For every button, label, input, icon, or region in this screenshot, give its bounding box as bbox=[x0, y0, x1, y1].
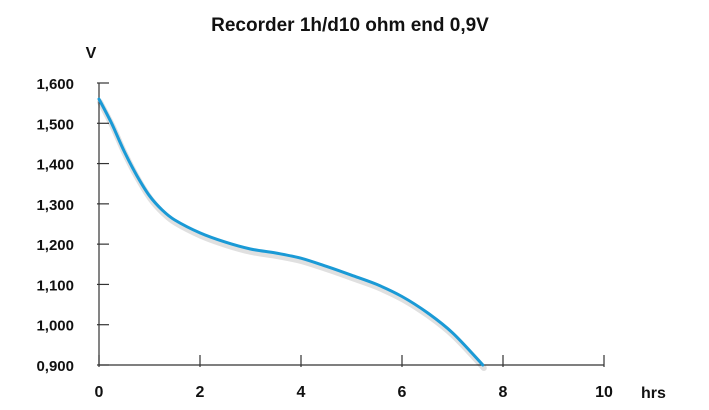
data-point bbox=[481, 364, 484, 367]
data-point bbox=[199, 231, 202, 234]
data-point bbox=[110, 122, 113, 125]
series-group bbox=[97, 97, 487, 371]
data-point bbox=[274, 252, 277, 255]
y-axis-label: V bbox=[86, 45, 97, 62]
y-tick-label: 1,500 bbox=[36, 116, 74, 133]
data-point bbox=[123, 150, 126, 153]
y-tick-label: 1,200 bbox=[36, 237, 74, 254]
y-tick-label: 0,900 bbox=[36, 358, 74, 375]
y-tick-label: 1,600 bbox=[36, 76, 74, 93]
y-tick-label: 1,300 bbox=[36, 197, 74, 214]
data-point bbox=[148, 194, 151, 197]
data-point bbox=[451, 331, 454, 334]
x-tick-label: 0 bbox=[95, 384, 104, 401]
series-line-shadow bbox=[97, 99, 487, 371]
data-point bbox=[173, 219, 176, 222]
data-point bbox=[161, 208, 164, 211]
data-point bbox=[325, 265, 328, 268]
x-tick-label: 2 bbox=[196, 384, 205, 401]
tick-labels: 0,900 1,000 1,100 1,200 1,300 1,400 1,500 1,600… bbox=[36, 76, 613, 401]
y-tick-label: 1,100 bbox=[36, 277, 74, 294]
series-line bbox=[97, 97, 485, 367]
data-point bbox=[426, 311, 429, 314]
data-point bbox=[98, 98, 101, 101]
data-point bbox=[249, 248, 252, 251]
tick-marks bbox=[97, 82, 605, 367]
data-point bbox=[224, 241, 227, 244]
data-point bbox=[375, 283, 378, 286]
data-point bbox=[401, 295, 404, 298]
chart-title: Recorder 1h/d10 ohm end 0,9V bbox=[211, 15, 489, 36]
x-axis-label: hrs bbox=[641, 385, 666, 402]
x-tick-label: 6 bbox=[398, 384, 407, 401]
x-tick-label: 4 bbox=[297, 384, 306, 401]
data-point bbox=[300, 257, 303, 260]
y-tick-label: 1,400 bbox=[36, 157, 74, 174]
x-tick-label: 8 bbox=[499, 384, 508, 401]
x-tick-label: 10 bbox=[595, 384, 613, 401]
y-tick-label: 1,000 bbox=[36, 318, 74, 335]
data-point bbox=[350, 274, 353, 277]
data-point bbox=[135, 174, 138, 177]
axes bbox=[98, 83, 604, 366]
